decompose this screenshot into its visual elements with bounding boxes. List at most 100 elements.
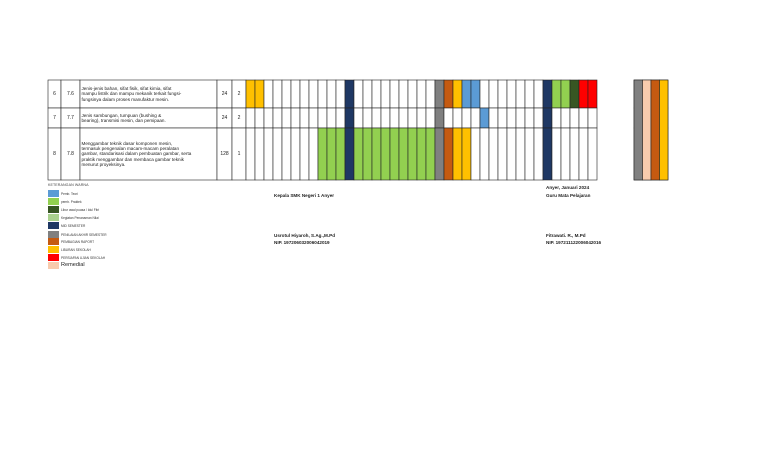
week-cell: [497, 79, 508, 109]
row-number: 6: [53, 91, 56, 97]
week-cell: [353, 107, 364, 129]
week-cell: [470, 107, 481, 129]
week-cell: [371, 127, 382, 181]
legend-label: Pemb. Teori: [61, 191, 78, 196]
week-cell: [479, 79, 490, 109]
week-cell: [245, 79, 256, 109]
row-jp: 24: [221, 115, 228, 121]
principal-title: Kepala SMK Negeri 1 Anyer: [274, 193, 335, 198]
week-cell: [515, 79, 526, 109]
week-cell: [560, 127, 571, 181]
week-cell: [290, 79, 301, 109]
week-cell: [443, 107, 454, 129]
week-cell: [380, 79, 391, 109]
week-cell: [587, 107, 598, 129]
week-cell: [317, 127, 328, 181]
week-cell: [272, 127, 283, 181]
week-cell: [326, 107, 337, 129]
row-description-line: gambar, standarisasi dalam pembuatan gam…: [81, 151, 192, 157]
legend-swatch: [48, 238, 59, 245]
week-cell: [533, 107, 544, 129]
week-cell: [299, 107, 310, 129]
week-cell: [533, 127, 544, 181]
week-cell: [389, 79, 400, 109]
week-cell: [245, 127, 256, 181]
week-cell: [578, 127, 589, 181]
week-cell: [317, 79, 328, 109]
week-cell: [578, 79, 589, 109]
week-cell: [353, 127, 364, 181]
week-cell: [434, 127, 445, 181]
week-cell: [416, 107, 427, 129]
week-cell: [299, 127, 310, 181]
week-cell: [515, 127, 526, 181]
week-cell: [560, 79, 571, 109]
week-cell: [263, 79, 274, 109]
row-jp: 128: [220, 151, 229, 157]
week-cell: [407, 107, 418, 129]
principal-name: Usrotul Hiyaroh, S.Ag.,M.Pd: [274, 233, 335, 238]
week-cell: [335, 79, 346, 109]
week-cell: [344, 107, 355, 129]
week-cell: [452, 107, 463, 129]
week-cell: [569, 107, 580, 129]
week-cell: [407, 79, 418, 109]
row-description-line: Jenis sambungan, tumpuan (bushing &: [81, 112, 162, 118]
summary-column: [659, 79, 669, 181]
week-cell: [263, 107, 274, 129]
legend-swatch: [48, 190, 59, 197]
week-cell: [542, 127, 553, 181]
week-cell: [353, 79, 364, 109]
teacher-title: Guru Mata Pelajaran: [546, 193, 591, 198]
week-cell: [326, 79, 337, 109]
summary-column: [642, 79, 652, 181]
summary-column: [650, 79, 660, 181]
legend-swatch: [48, 254, 59, 261]
week-cell: [551, 79, 562, 109]
week-cell: [434, 107, 445, 129]
legend-swatch: [48, 231, 59, 238]
row-description-line: praktik menggambar dan membaca gambar te…: [81, 156, 184, 162]
week-cell: [398, 107, 409, 129]
week-cell: [344, 127, 355, 181]
week-cell: [290, 107, 301, 129]
week-cell: [452, 79, 463, 109]
week-cell: [587, 127, 598, 181]
legend-label: LIBURAN SEKOLAH: [61, 247, 91, 252]
week-cell: [569, 79, 580, 109]
week-cell: [416, 127, 427, 181]
week-cell: [569, 127, 580, 181]
week-cell: [560, 107, 571, 129]
week-cell: [425, 107, 436, 129]
week-cell: [254, 79, 265, 109]
legend-label: PENILAIAN AKHIR SEMESTER: [61, 232, 107, 237]
row-description-line: menurut proyeksinya.: [81, 161, 126, 167]
week-cell: [317, 107, 328, 129]
legend-label: MID SEMESTER: [61, 223, 86, 228]
week-cell: [245, 107, 256, 129]
row-description-line: fungsinya dalam proses manufaktur mesin.: [81, 96, 170, 102]
summary-column: [633, 79, 643, 181]
principal-nip: NIP. 197206032006042019: [274, 240, 330, 245]
week-cell: [461, 79, 472, 109]
week-cell: [470, 127, 481, 181]
week-cell: [299, 79, 310, 109]
legend-label: PEMBAGIAN RAPORT: [61, 239, 95, 244]
week-cell: [263, 127, 274, 181]
teacher-nip: NIP. 197211122006042016: [546, 240, 602, 245]
week-cell: [425, 79, 436, 109]
week-cell: [524, 127, 535, 181]
week-cell: [362, 79, 373, 109]
week-cell: [533, 79, 544, 109]
week-cell: [506, 107, 517, 129]
week-cell: [281, 127, 292, 181]
week-cell: [506, 79, 517, 109]
week-cell: [416, 79, 427, 109]
place-date: Anyer, Januari 2024: [546, 185, 590, 190]
week-cell: [254, 107, 265, 129]
week-cell: [281, 79, 292, 109]
week-cell: [398, 79, 409, 109]
row-description-line: Jenis-jenis bahan, sifat fisik, sifat ki…: [81, 86, 172, 92]
legend-swatch: [48, 198, 59, 205]
week-cell: [272, 79, 283, 109]
